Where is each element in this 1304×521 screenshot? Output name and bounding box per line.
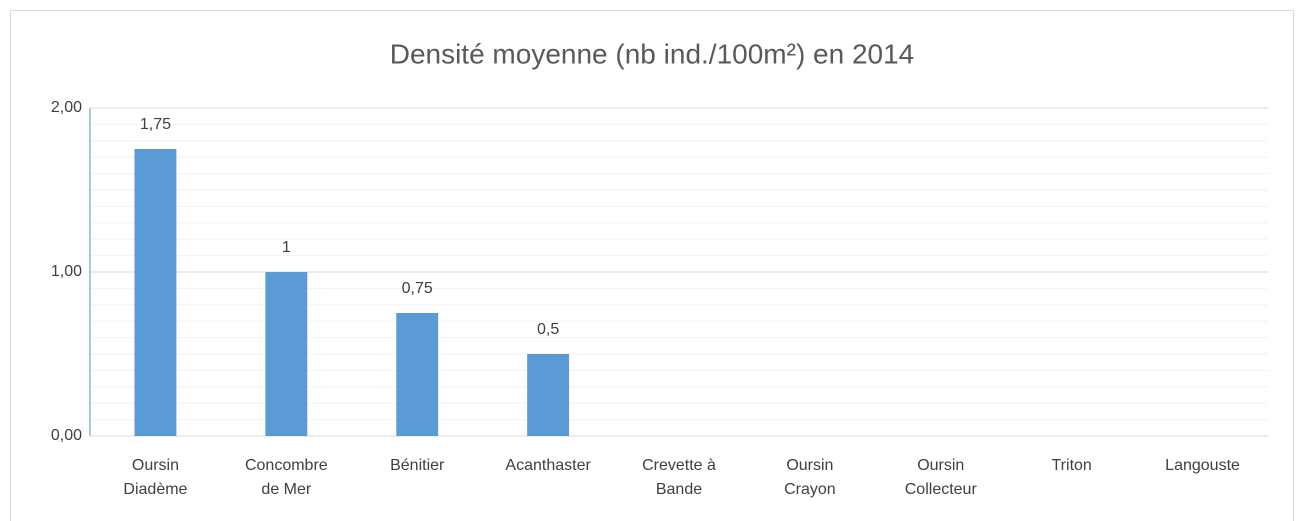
x-tick-label: Langouste [1165,457,1240,474]
y-tick-label: 2,00 [51,99,82,116]
y-tick-label: 1,00 [51,263,82,280]
data-label: 1,75 [140,116,171,133]
data-label: 1 [282,239,291,256]
chart-border [10,10,1294,521]
x-tick-label: Oursin Collecteur [904,457,977,498]
x-tick-label: Acanthaster [505,457,591,474]
bar [134,149,177,436]
x-tick-label: Bénitier [390,457,445,474]
x-tick-label: Oursin Crayon [784,457,836,498]
x-tick-label: Triton [1051,457,1092,474]
x-tick-label: Concombre de Mer [244,457,328,498]
bar [527,354,570,436]
x-tick-label: Crevette à Bande [642,457,716,498]
x-tick-label: Oursin Diadème [123,457,188,498]
chart-title: Densité moyenne (nb ind./100m²) en 2014 [390,38,915,69]
bar [396,313,439,436]
data-label: 0,5 [537,321,559,338]
data-label: 0,75 [402,280,433,297]
bar [265,272,308,436]
y-tick-label: 0,00 [51,427,82,444]
